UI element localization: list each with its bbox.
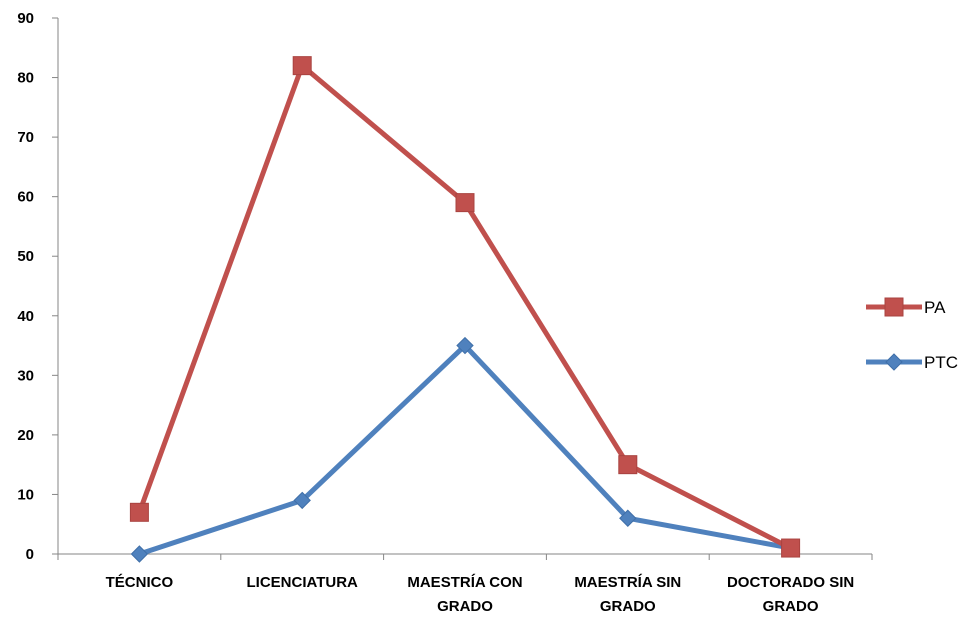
legend-entry-ptc: PTC xyxy=(866,353,958,372)
y-tick-label: 40 xyxy=(17,308,34,325)
x-tick-label: MAESTRÍA CON GRADO xyxy=(407,574,522,615)
data-point-ptc xyxy=(456,336,474,355)
y-tick-label: 80 xyxy=(17,70,34,87)
data-point-pa xyxy=(292,56,312,76)
y-tick-label: 60 xyxy=(17,189,34,206)
series-line-ptc xyxy=(138,343,792,557)
data-point-pa xyxy=(618,455,638,475)
legend-entry-pa: PA xyxy=(866,297,946,317)
series-line-pa xyxy=(137,63,792,551)
y-tick-label: 10 xyxy=(17,486,34,503)
data-point-pa xyxy=(129,502,149,522)
x-tick-label: MAESTRÍA SIN GRADO xyxy=(574,574,681,615)
y-tick-label: 50 xyxy=(17,248,34,265)
legend-marker-ptc xyxy=(885,353,903,371)
series-ptc xyxy=(130,336,800,563)
y-tick-label: 20 xyxy=(17,427,34,444)
legend-label-ptc: PTC xyxy=(924,353,958,372)
y-tick-label: 0 xyxy=(26,546,34,563)
data-point-ptc xyxy=(619,509,637,527)
data-point-ptc xyxy=(293,491,311,510)
series-pa xyxy=(129,56,801,558)
x-tick-label: DOCTORADO SIN GRADO xyxy=(727,574,854,615)
data-point-ptc xyxy=(130,545,149,563)
legend: PA PTC xyxy=(866,297,958,372)
data-point-pa xyxy=(781,538,801,558)
series-layer xyxy=(129,56,801,563)
x-axis-ticks: TÉCNICO LICENCIATURA MAESTRÍA CON GRADO MAES… xyxy=(57,554,873,615)
x-tick-label: TÉCNICO xyxy=(106,574,174,591)
x-tick-label: LICENCIATURA xyxy=(247,574,359,591)
y-tick-label: 70 xyxy=(17,129,34,146)
y-tick-label: 30 xyxy=(17,367,34,384)
y-axis-ticks: 0 10 20 30 40 50 60 70 80 90 xyxy=(17,10,58,563)
y-tick-label: 90 xyxy=(17,10,34,27)
legend-marker-pa xyxy=(884,297,904,317)
chart-axes xyxy=(57,18,872,555)
legend-label-pa: PA xyxy=(924,298,946,317)
data-point-pa xyxy=(455,193,475,213)
